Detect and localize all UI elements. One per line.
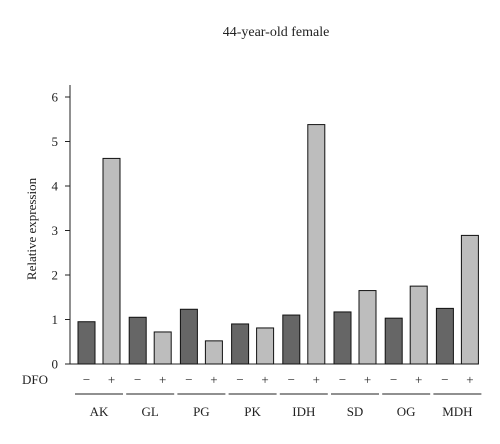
y-tick-label: 1 <box>52 312 59 327</box>
category-label: PK <box>244 404 261 419</box>
bar-pk-minus <box>231 323 250 365</box>
y-tick-label: 4 <box>52 179 59 194</box>
category-label: IDH <box>292 404 315 419</box>
y-tick-label: 0 <box>52 357 59 372</box>
category-label: AK <box>90 404 109 419</box>
y-tick-label: 6 <box>52 90 59 105</box>
bar-og-minus <box>384 317 403 365</box>
treatment-mark: − <box>339 372 346 387</box>
treatment-mark: + <box>261 372 268 387</box>
bar-og-plus <box>409 285 428 365</box>
chart-title: 44-year-old female <box>223 25 330 40</box>
category-label: GL <box>142 404 159 419</box>
category-label: PG <box>193 404 210 419</box>
bar-sd-minus <box>333 311 352 365</box>
bar-gl-plus <box>153 331 172 365</box>
treatment-mark: − <box>185 372 192 387</box>
bar-idh-plus <box>307 124 326 365</box>
treatment-mark: − <box>83 372 90 387</box>
treatment-mark: + <box>313 372 320 387</box>
treatment-mark: − <box>288 372 295 387</box>
y-axis-label: Relative expression <box>24 177 39 280</box>
treatment-mark: + <box>466 372 473 387</box>
bar-pg-minus <box>179 308 198 365</box>
treatment-mark: + <box>364 372 371 387</box>
bar-sd-plus <box>358 290 377 365</box>
treatment-mark: − <box>236 372 243 387</box>
treatment-mark: − <box>134 372 141 387</box>
bar-pk-plus <box>256 327 275 365</box>
category-label: MDH <box>442 404 472 419</box>
y-tick-label: 5 <box>52 134 59 149</box>
treatment-label: DFO <box>22 372 48 387</box>
bar-idh-minus <box>282 314 301 365</box>
bar-ak-plus <box>102 157 121 365</box>
bar-mdh-plus <box>460 234 479 365</box>
bar-mdh-minus <box>435 307 454 365</box>
bar-gl-minus <box>128 316 147 365</box>
treatment-mark: + <box>108 372 115 387</box>
category-label: OG <box>397 404 416 419</box>
treatment-mark: − <box>441 372 448 387</box>
y-tick-label: 3 <box>52 223 59 238</box>
bar-pg-plus <box>204 340 223 365</box>
treatment-mark: + <box>210 372 217 387</box>
treatment-mark: + <box>415 372 422 387</box>
treatment-mark: + <box>159 372 166 387</box>
y-tick-label: 2 <box>52 268 59 283</box>
bar-ak-minus <box>77 321 96 365</box>
category-label: SD <box>347 404 364 419</box>
treatment-mark: − <box>390 372 397 387</box>
